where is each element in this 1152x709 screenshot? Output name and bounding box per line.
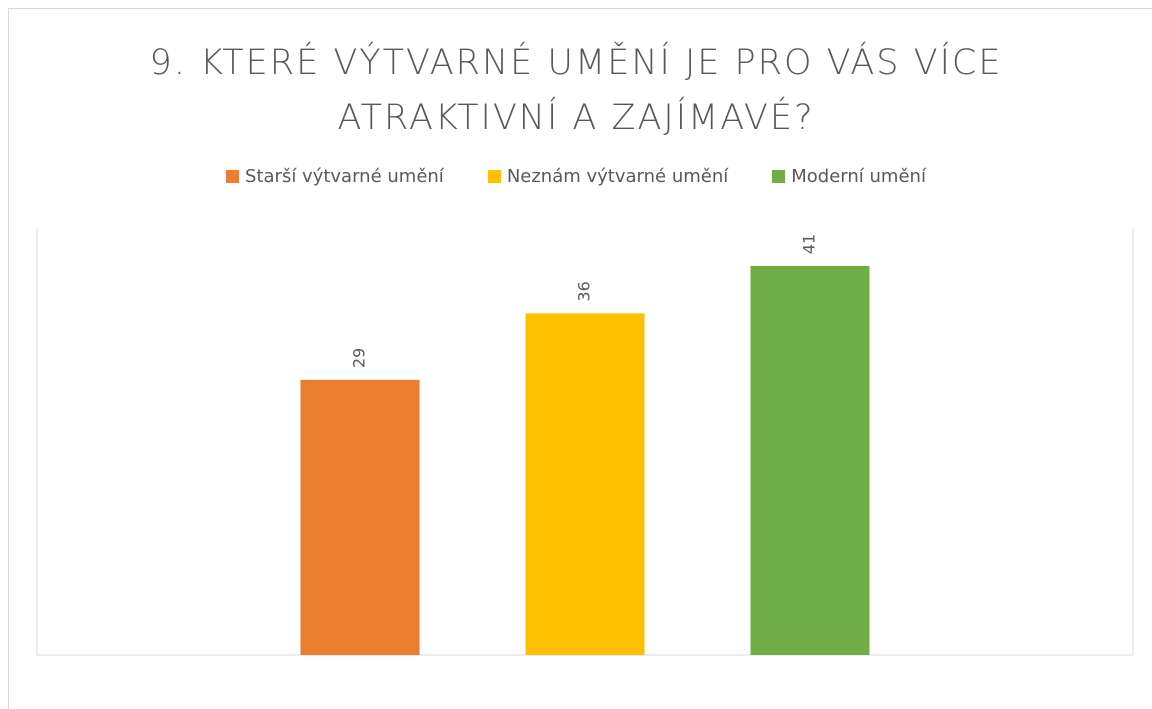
chart-frame bbox=[8, 8, 1152, 709]
data-label: 29 bbox=[350, 348, 369, 368]
page: 9. KTERÉ VÝTVARNÉ UMĚNÍ JE PRO VÁS VÍCE … bbox=[0, 8, 1152, 709]
legend-item: Neznám výtvarné umění bbox=[487, 166, 729, 187]
legend-label: Moderní umění bbox=[791, 166, 926, 187]
bar bbox=[300, 379, 420, 655]
bar bbox=[750, 265, 870, 655]
legend-swatch bbox=[772, 170, 786, 183]
legend-item: Moderní umění bbox=[772, 166, 926, 187]
legend-swatch bbox=[487, 170, 501, 183]
data-label: 41 bbox=[800, 234, 819, 254]
legend-swatch bbox=[226, 170, 240, 183]
bar bbox=[525, 313, 645, 655]
data-label: 36 bbox=[575, 281, 594, 301]
legend: Starší výtvarné umění Neznám výtvarné umě… bbox=[0, 166, 1152, 187]
legend-label: Neznám výtvarné umění bbox=[506, 166, 729, 187]
legend-label: Starší výtvarné umění bbox=[245, 166, 444, 187]
legend-item: Starší výtvarné umění bbox=[226, 166, 444, 187]
chart: 29 36 41 bbox=[36, 228, 1134, 656]
chart-title: 9. KTERÉ VÝTVARNÉ UMĚNÍ JE PRO VÁS VÍCE … bbox=[149, 43, 1003, 138]
